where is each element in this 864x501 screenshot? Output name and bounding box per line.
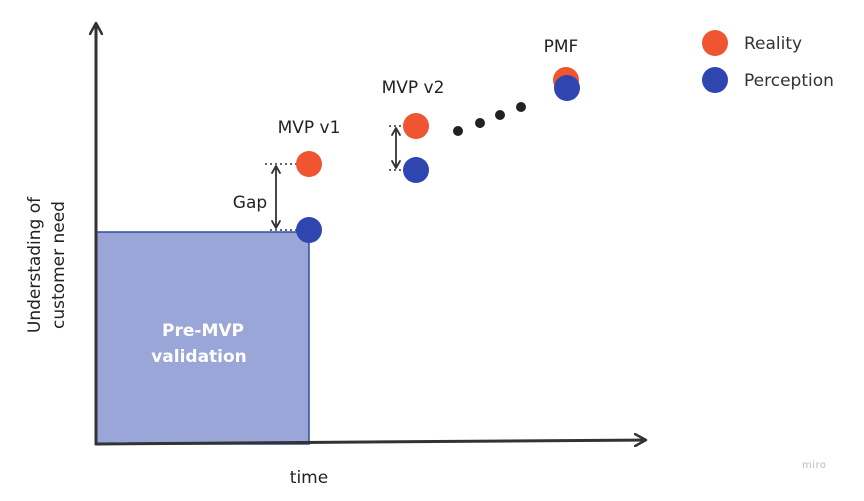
- y-axis-label-line2: customer need: [49, 201, 69, 329]
- progress-dot: [495, 110, 505, 120]
- legend-perception-label: Perception: [744, 71, 834, 91]
- miro-watermark: miro: [802, 460, 827, 471]
- legend-reality-label: Reality: [744, 34, 802, 54]
- box-label-line1: Pre-MVP: [162, 321, 244, 341]
- mvp-v2-reality-dot: [403, 113, 429, 139]
- legend-perception-swatch: [702, 67, 728, 93]
- progress-dot: [516, 102, 526, 112]
- x-axis-label: time: [290, 468, 328, 488]
- legend: Reality Perception: [702, 30, 834, 93]
- milestone-pmf-label: PMF: [544, 37, 579, 57]
- mvp-v1-perception-dot: [296, 217, 322, 243]
- legend-reality-swatch: [702, 30, 728, 56]
- gap-label: Gap: [233, 193, 267, 213]
- milestone-mvp-v2-label: MVP v2: [382, 78, 445, 98]
- mvp-v2-perception-dot: [403, 157, 429, 183]
- pmf-perception-dot: [554, 75, 580, 101]
- y-axis-label-line1: Understading of: [25, 196, 45, 333]
- box-label-line2: validation: [151, 347, 247, 367]
- x-axis: [94, 440, 645, 444]
- mvp-v1-reality-dot: [296, 151, 322, 177]
- progress-dot: [475, 118, 485, 128]
- pre-mvp-box: [95, 231, 310, 445]
- progress-dot: [453, 126, 463, 136]
- milestone-mvp-v1-label: MVP v1: [278, 118, 341, 138]
